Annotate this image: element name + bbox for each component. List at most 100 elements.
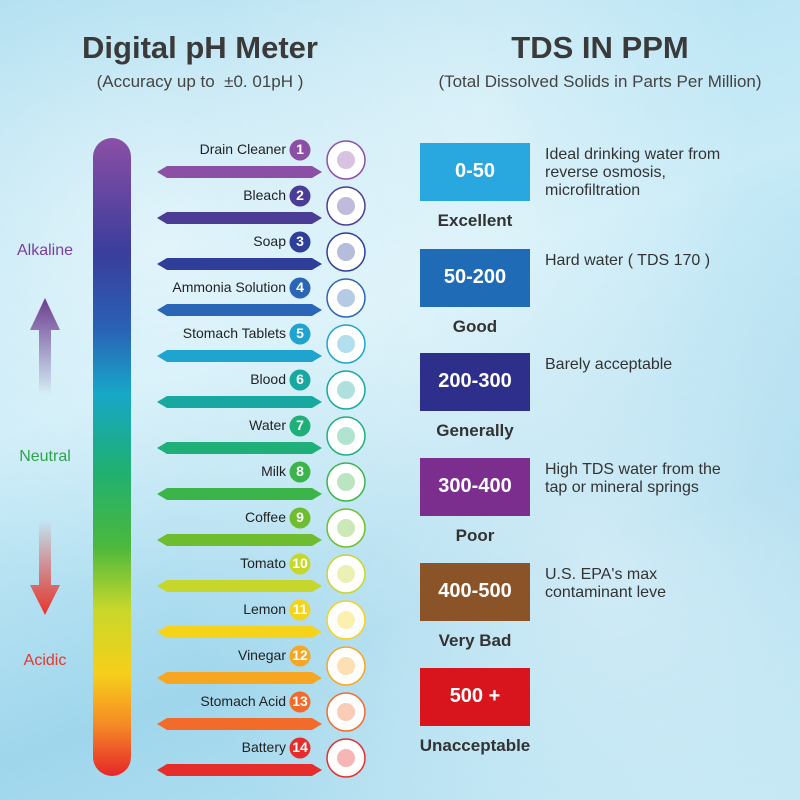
ph-number-badge	[289, 599, 311, 621]
tds-rating: Generally	[436, 421, 514, 440]
ph-item-label: Stomach Acid	[200, 693, 286, 709]
ph-number-badge	[289, 553, 311, 575]
ph-number-badge	[289, 277, 311, 299]
double-arrow	[157, 764, 322, 776]
item-icon-fill	[337, 197, 355, 215]
double-arrow	[157, 580, 322, 592]
double-arrow	[157, 258, 322, 270]
ph-item-label: Tomato	[240, 555, 286, 571]
item-icon-fill	[337, 381, 355, 399]
ph-number: 9	[296, 509, 304, 525]
item-icon-fill	[337, 473, 355, 491]
tds-description: reverse osmosis,	[545, 164, 666, 181]
item-icon-fill	[337, 749, 355, 767]
tds-rating: Unacceptable	[419, 736, 531, 755]
ph-number-badge	[289, 461, 311, 483]
ph-number-badge	[289, 231, 311, 253]
ph-item-label: Water	[249, 417, 286, 433]
ph-number: 13	[292, 693, 308, 709]
ph-item-label: Soap	[253, 233, 286, 249]
tds-description: tap or mineral springs	[545, 479, 699, 496]
ph-item-label: Vinegar	[237, 647, 286, 663]
tds-range: 0-50	[454, 160, 496, 182]
tds-description: Barely acceptable	[545, 356, 673, 373]
item-icon-fill	[337, 151, 355, 169]
tds-subtitle: (Total Dissolved Solids in Parts Per Mil…	[438, 72, 762, 91]
item-icon	[326, 278, 366, 318]
ph-number-badge	[289, 185, 311, 207]
ph-title: Digital pH Meter	[82, 30, 318, 65]
double-arrow	[157, 534, 322, 546]
double-arrow	[157, 304, 322, 316]
ph-number-badge	[289, 737, 311, 759]
item-icon-fill	[337, 335, 355, 353]
tds-box	[420, 353, 530, 411]
tds-description: Hard water ( TDS 170 )	[545, 252, 711, 269]
tds-description: U.S. EPA's max	[545, 566, 658, 583]
item-icon	[326, 646, 366, 686]
tds-rating: Excellent	[437, 211, 513, 230]
ph-number: 10	[292, 555, 308, 571]
item-icon-fill	[337, 289, 355, 307]
ph-number-badge	[289, 691, 311, 713]
tds-range: 500 +	[449, 685, 501, 707]
item-icon	[326, 324, 366, 364]
up-arrow	[30, 298, 60, 395]
ph-item-label: Drain Cleaner	[199, 141, 286, 157]
ph-number-badge	[289, 323, 311, 345]
double-arrow	[157, 718, 322, 730]
ph-number: 14	[292, 739, 308, 755]
ph-number: 7	[296, 417, 304, 433]
tds-box	[420, 563, 530, 621]
item-icon	[326, 462, 366, 502]
tds-range: 200-300	[438, 370, 512, 392]
ph-item-label: Battery	[241, 739, 286, 755]
tds-box	[420, 143, 530, 201]
ph-item-label: Ammonia Solution	[172, 279, 286, 295]
ph-number-badge	[289, 369, 311, 391]
item-icon-fill	[337, 243, 355, 261]
double-arrow	[157, 212, 322, 224]
item-icon	[326, 554, 366, 594]
item-icon	[326, 370, 366, 410]
item-icon	[326, 600, 366, 640]
item-icon	[326, 232, 366, 272]
ph-number: 4	[296, 279, 304, 295]
tds-box	[420, 249, 530, 307]
tds-box	[420, 458, 530, 516]
item-icon	[326, 508, 366, 548]
ph-number: 1	[296, 141, 304, 157]
tds-box	[420, 668, 530, 726]
double-arrow	[157, 396, 322, 408]
double-arrow	[157, 626, 322, 638]
scale-label: Acidic	[23, 652, 67, 669]
double-arrow	[157, 672, 322, 684]
ph-number-badge	[289, 415, 311, 437]
item-icon-fill	[337, 703, 355, 721]
item-icon-fill	[337, 427, 355, 445]
ph-number: 2	[296, 187, 304, 203]
scale-label: Neutral	[19, 448, 71, 465]
ph-number: 6	[296, 371, 304, 387]
ph-number-badge	[289, 139, 311, 161]
item-icon	[326, 416, 366, 456]
scale-label: Alkaline	[16, 242, 74, 259]
ph-item-label: Lemon	[243, 601, 286, 617]
double-arrow	[157, 442, 322, 454]
ph-item-label: Milk	[261, 463, 286, 479]
tds-rating: Good	[452, 317, 498, 336]
tds-title: TDS IN PPM	[511, 30, 689, 65]
item-icon-fill	[337, 611, 355, 629]
ph-item-label: Stomach Tablets	[182, 325, 286, 341]
ph-number: 12	[292, 647, 308, 663]
ph-gradient-bar	[93, 138, 131, 776]
item-icon-fill	[337, 519, 355, 537]
ph-number: 3	[296, 233, 304, 249]
tds-range: 50-200	[443, 266, 507, 288]
double-arrow	[157, 350, 322, 362]
item-icon-fill	[337, 657, 355, 675]
tds-description: contaminant leve	[545, 584, 666, 601]
tds-rating: Very Bad	[438, 631, 512, 650]
